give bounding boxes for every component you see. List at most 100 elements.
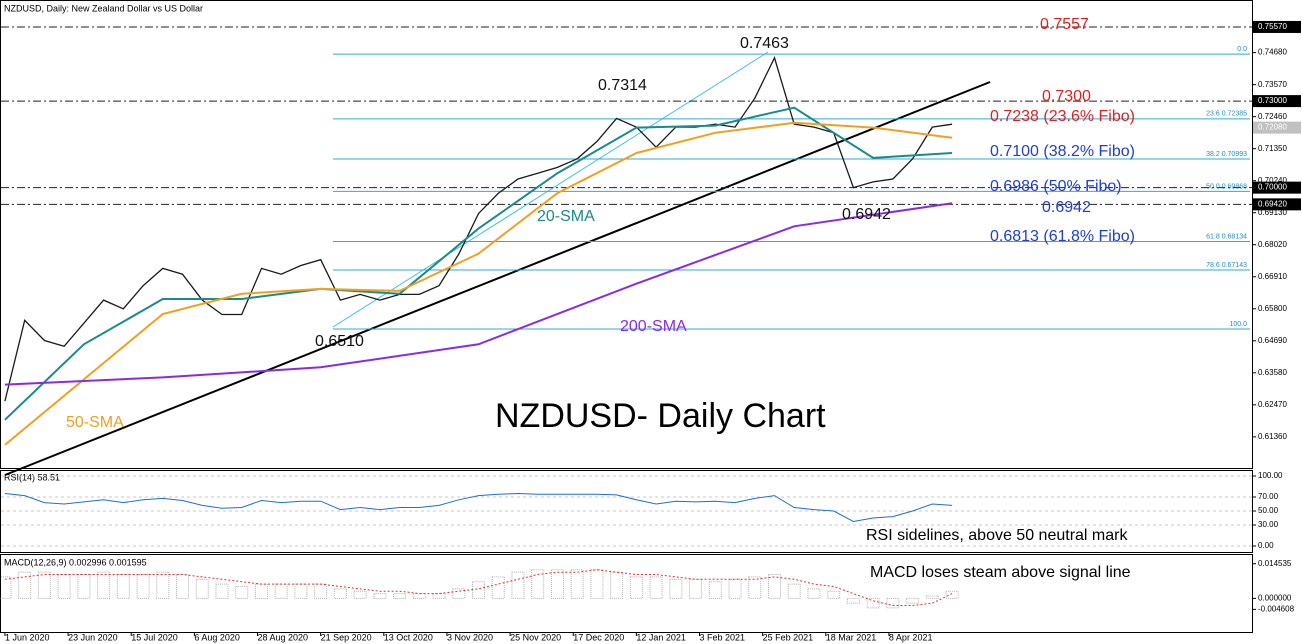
- sma-label: 200-SMA: [620, 318, 687, 335]
- y-tick-label: 0.00: [1258, 541, 1274, 550]
- macd-bar: [787, 583, 801, 599]
- level-box: [1253, 198, 1301, 211]
- x-tick-label: 25 Feb 2021: [763, 632, 814, 642]
- y-tick-label: 0.64690: [1258, 336, 1287, 345]
- x-tick-label: 1 Jun 2020: [5, 632, 50, 642]
- last-price-box: [1253, 121, 1301, 134]
- x-tick-label: 3 Feb 2021: [700, 632, 746, 642]
- y-tick-label: 100.00: [1258, 471, 1283, 480]
- annotation: 0.6510: [315, 333, 364, 350]
- macd-bar: [215, 583, 229, 599]
- macd-signal: [4, 569, 953, 606]
- fibo-label: 78.6 0.67143: [1206, 262, 1247, 269]
- x-tick-label: 6 Aug 2020: [194, 632, 240, 642]
- y-tick-label: 30.00: [1258, 520, 1279, 529]
- y-tick-label: 0.62470: [1258, 400, 1287, 409]
- last-price-label: 0.72080: [1258, 123, 1287, 132]
- macd-bar: [472, 581, 486, 599]
- macd-bar: [689, 578, 703, 599]
- x-tick-label: 18 Mar 2021: [826, 632, 877, 642]
- macd-bar: [491, 576, 505, 599]
- sma-line: [4, 106, 953, 421]
- macd-bar: [353, 590, 367, 599]
- macd-bar: [235, 585, 249, 599]
- macd-bar: [136, 574, 150, 599]
- x-tick-label: 8 Apr 2021: [889, 632, 933, 642]
- chart-title: NZDUSD, Daily: New Zealand Dollar vs US …: [4, 3, 203, 13]
- level-label: 0.69420: [1258, 199, 1287, 208]
- level-box: [1253, 95, 1301, 108]
- macd-bar: [925, 595, 939, 599]
- level-label: 0.73000: [1258, 96, 1287, 105]
- macd-bar: [97, 571, 111, 599]
- sma-line: [4, 121, 953, 446]
- macd-bar: [590, 569, 604, 599]
- level-label: 0.75570: [1258, 22, 1287, 31]
- macd-bar: [452, 588, 466, 599]
- macd-bar: [116, 574, 130, 599]
- rsi-title: RSI(14) 58.51: [4, 472, 60, 482]
- y-tick-label: 0.61360: [1258, 432, 1287, 441]
- macd-bar: [570, 569, 584, 599]
- macd-bar: [77, 574, 91, 599]
- macd-bar: [807, 588, 821, 599]
- x-tick-label: 12 Jan 2021: [636, 632, 686, 642]
- macd-bar: [511, 571, 525, 599]
- macd-bar: [827, 590, 841, 599]
- macd-bar: [57, 574, 71, 599]
- x-tick-label: 23 Jun 2020: [68, 632, 118, 642]
- macd-bar: [728, 578, 742, 599]
- macd-bar: [767, 574, 781, 599]
- y-tick-label: 0.68020: [1258, 240, 1287, 249]
- annotation: 0.6986 (50% Fibo): [990, 178, 1122, 195]
- macd-bar: [333, 588, 347, 599]
- annotation: 0.7300: [1042, 88, 1091, 105]
- macd-panel: [0, 554, 1253, 633]
- chart-heading: NZDUSD- Daily Chart: [495, 397, 826, 435]
- x-tick-label: 3 Nov 2020: [447, 632, 493, 642]
- macd-bar: [531, 569, 545, 599]
- x-tick-label: 17 Dec 2020: [573, 632, 624, 642]
- annotation: 0.6942: [1042, 199, 1091, 216]
- trend-line: [4, 81, 991, 476]
- y-tick-label: 0.73570: [1258, 80, 1287, 89]
- macd-bar: [18, 571, 32, 599]
- rsi-note: RSI sidelines, above 50 neutral mark: [866, 527, 1128, 544]
- x-tick-label: 21 Sep 2020: [321, 632, 372, 642]
- macd-bar: [708, 581, 722, 599]
- y-tick-label: 50.00: [1258, 506, 1279, 515]
- macd-bar: [866, 597, 880, 609]
- macd-note: MACD loses steam above signal line: [870, 564, 1131, 581]
- x-tick-label: 25 Nov 2020: [510, 632, 561, 642]
- fibo-label: 50.0 0.69868: [1206, 183, 1247, 190]
- macd-bar: [906, 597, 920, 604]
- annotation: 0.6942: [842, 206, 891, 223]
- fibo-label: 61.8 0.68134: [1206, 233, 1247, 240]
- macd-bar: [610, 571, 624, 599]
- macd-bar: [37, 571, 51, 599]
- price-line: [4, 56, 953, 402]
- y-tick-label: 0.71350: [1258, 144, 1287, 153]
- rsi-line: [4, 492, 953, 523]
- macd-bar: [886, 597, 900, 609]
- macd-bar: [649, 576, 663, 599]
- macd-bar: [432, 593, 446, 599]
- annotation: 0.7557: [1040, 16, 1089, 33]
- macd-bar: [0, 576, 12, 599]
- y-tick-label: 0.70240: [1258, 176, 1287, 185]
- fibo-label: 38.2 0.70993: [1206, 151, 1247, 158]
- sma-line: [4, 202, 953, 386]
- macd-bar: [846, 597, 860, 604]
- y-tick-label: 0.72460: [1258, 112, 1287, 121]
- macd-bar: [550, 569, 564, 599]
- macd-bar: [393, 593, 407, 599]
- annotation: 0.7238 (23.6% Fibo): [990, 108, 1135, 125]
- y-tick-label: 0.014535: [1258, 559, 1292, 568]
- macd-title: MACD(12,26,9) 0.002996 0.001595: [4, 557, 147, 567]
- annotation: 0.6813 (61.8% Fibo): [990, 228, 1135, 245]
- level-label: 0.70000: [1258, 183, 1287, 192]
- fibo-label: 23.6 0.72385: [1206, 111, 1247, 118]
- macd-bar: [412, 593, 426, 599]
